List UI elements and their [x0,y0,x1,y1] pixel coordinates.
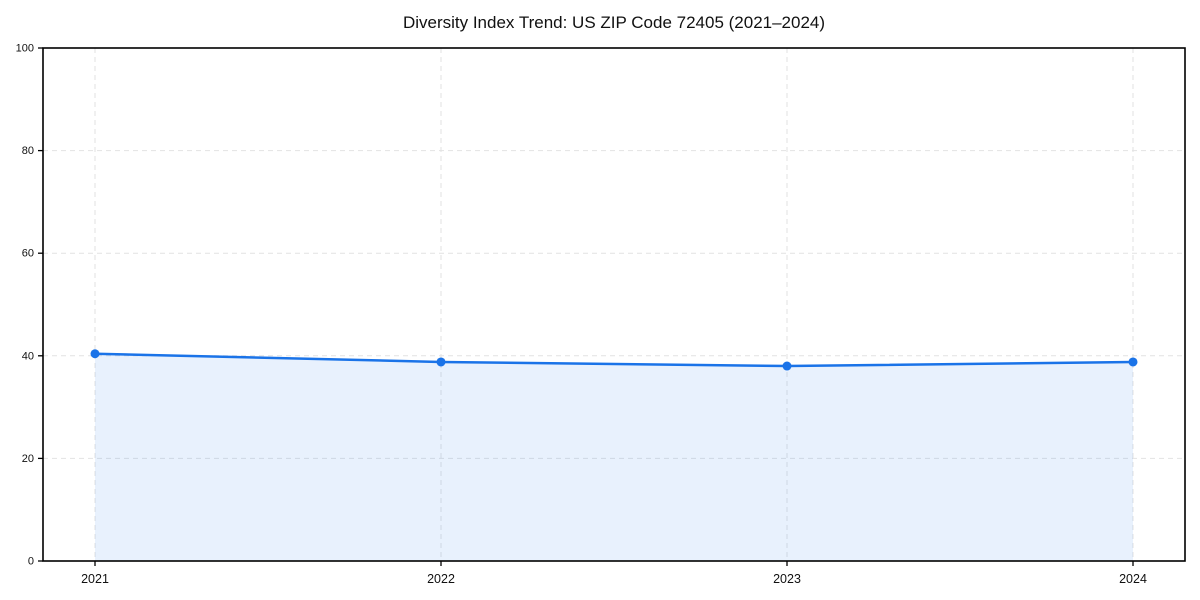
trend-line [93,352,1135,368]
y-tick-label: 40 [22,350,34,362]
y-tick-label: 0 [28,556,34,568]
data-point-marker [90,349,100,359]
y-tick-label: 100 [16,43,34,55]
data-point-marker [436,357,446,367]
x-tick-label: 2024 [1119,572,1147,586]
y-tick-label: 60 [22,248,34,260]
data-point-marker [782,361,792,371]
area-fill [95,353,1133,561]
data-point-marker [1128,357,1138,367]
x-tick-label: 2022 [427,572,455,586]
chart-title: Diversity Index Trend: US ZIP Code 72405… [402,13,826,32]
x-tick-label: 2021 [81,572,109,586]
plot-border [42,47,1186,562]
y-tick-label: 80 [22,145,34,157]
y-tick-label: 20 [22,453,34,465]
x-tick-label: 2023 [773,572,801,586]
